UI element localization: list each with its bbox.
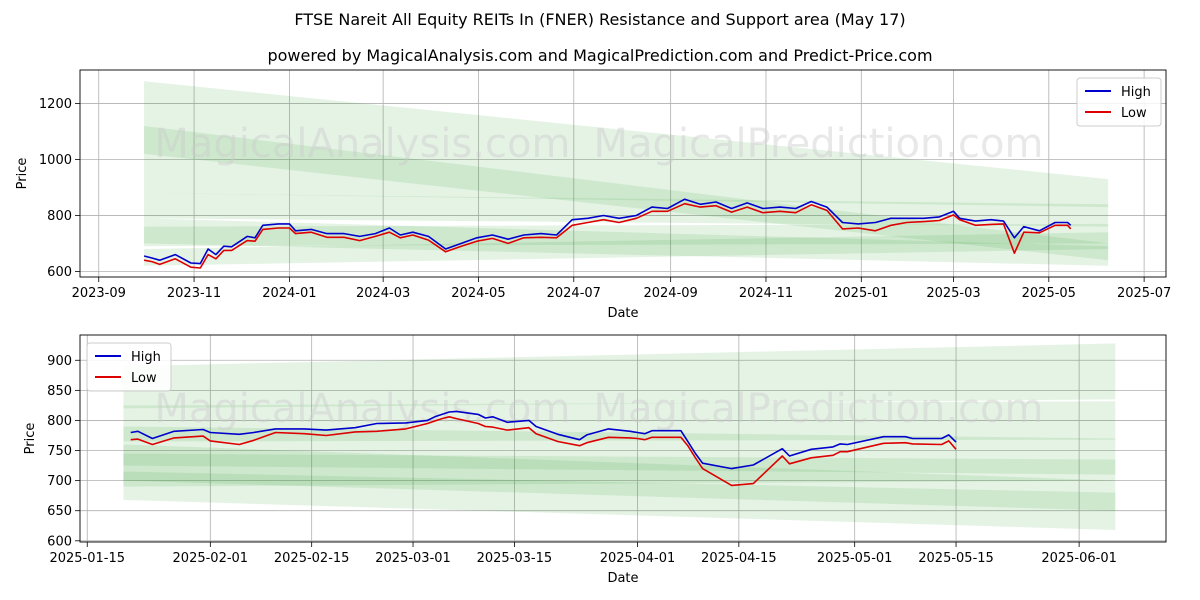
x-tick-label: 2025-02-01 — [173, 551, 249, 566]
band — [123, 426, 1116, 475]
x-axis-label: Date — [607, 571, 638, 586]
y-tick-label: 800 — [47, 209, 72, 224]
legend-label-low: Low — [131, 371, 157, 386]
x-tick-label: 2024-05 — [451, 286, 505, 301]
watermark-left: MagicalAnalysis.com — [154, 386, 570, 432]
grid — [80, 335, 1166, 542]
top-chart: MagicalAnalysis.com MagicalPrediction.com… — [15, 69, 1171, 321]
x-tick-label: 2025-03 — [926, 286, 980, 301]
series-line-high — [130, 410, 957, 470]
x-tick-label: 2023-09 — [72, 286, 126, 301]
band — [144, 81, 1109, 208]
watermark-left: MagicalAnalysis.com — [154, 121, 570, 167]
x-tick-label: 2024-07 — [547, 286, 601, 301]
x-tick-label: 2025-07 — [1117, 286, 1171, 301]
y-axis-label: Price — [15, 158, 30, 190]
y-tick-label: 750 — [47, 444, 72, 459]
bottom-chart: MagicalAnalysis.com MagicalPrediction.com… — [23, 334, 1167, 586]
chart-title: FTSE Nareit All Equity REITs In (FNER) R… — [294, 10, 906, 29]
y-tick-label: 1000 — [39, 153, 72, 168]
grid — [80, 70, 1166, 277]
x-tick-label: 2024-01 — [262, 286, 316, 301]
watermark-right: MagicalPrediction.com — [593, 121, 1043, 167]
y-tick-label: 1200 — [39, 97, 72, 112]
x-tick-label: 2024-09 — [643, 286, 697, 301]
axes-frame — [79, 334, 1167, 543]
x-tick-label: 2025-01-15 — [49, 551, 125, 566]
y-tick-label: 900 — [47, 354, 72, 369]
x-tick-label: 2023-11 — [167, 286, 221, 301]
band — [123, 453, 1116, 487]
support-resistance-bands — [144, 81, 1109, 266]
x-tick-label: 2025-01 — [834, 286, 888, 301]
y-tick-label: 700 — [47, 474, 72, 489]
y-tick-label: 850 — [47, 384, 72, 399]
axes-frame — [79, 69, 1167, 278]
x-tick-label: 2025-03-15 — [477, 551, 553, 566]
band — [144, 232, 1109, 266]
y-tick-label: 600 — [47, 534, 72, 549]
support-resistance-bands — [123, 343, 1116, 530]
band — [144, 193, 1109, 227]
x-tick-label: 2025-04-15 — [701, 551, 777, 566]
x-tick-label: 2025-05 — [1022, 286, 1076, 301]
x-tick-label: 2025-03-01 — [375, 551, 451, 566]
watermark-right: MagicalPrediction.com — [593, 386, 1043, 432]
legend-label-low: Low — [1121, 106, 1147, 121]
legend: High Low — [86, 342, 172, 392]
series-line-low — [130, 416, 957, 487]
y-tick-label: 600 — [47, 265, 72, 280]
legend-label-high: High — [131, 350, 161, 365]
x-tick-label: 2025-04-01 — [600, 551, 676, 566]
chart-subtitle: powered by MagicalAnalysis.com and Magic… — [267, 46, 933, 65]
legend-label-high: High — [1121, 85, 1151, 100]
band — [123, 444, 1116, 511]
x-tick-label: 2025-05-01 — [817, 551, 893, 566]
series-lines — [130, 410, 957, 487]
x-tick-label: 2025-06-01 — [1041, 551, 1117, 566]
x-tick-label: 2024-11 — [739, 286, 793, 301]
series-lines — [143, 198, 1072, 269]
x-tick-label: 2025-05-15 — [918, 551, 994, 566]
band — [123, 471, 1116, 530]
x-axis-label: Date — [607, 306, 638, 321]
series-line-high — [143, 198, 1072, 265]
band — [123, 343, 1116, 409]
y-tick-label: 800 — [47, 414, 72, 429]
y-axis-label: Price — [23, 423, 38, 455]
band — [144, 125, 1109, 261]
legend: High Low — [1076, 77, 1162, 127]
series-line-low — [143, 202, 1072, 269]
x-tick-label: 2024-03 — [356, 286, 410, 301]
x-tick-label: 2025-02-15 — [274, 551, 350, 566]
y-tick-label: 650 — [47, 504, 72, 519]
